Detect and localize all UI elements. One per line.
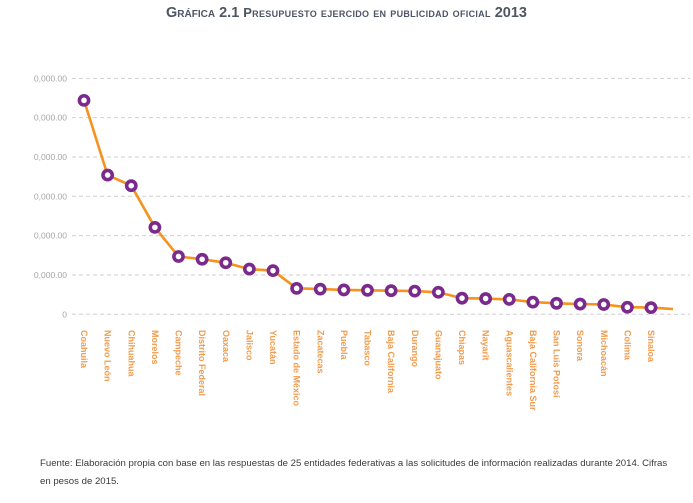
data-point-marker: [148, 220, 162, 234]
y-axis-tick-label: 0: [62, 309, 67, 319]
x-axis-category-label: Morelos: [150, 330, 160, 365]
data-point-marker: [172, 250, 185, 263]
x-axis-category-label: Nuevo León: [103, 330, 113, 382]
x-axis-category-label: San Luis Potosí: [552, 330, 562, 398]
x-axis-category-label: Durango: [410, 330, 420, 368]
x-axis-category-label: Jalisco: [244, 330, 254, 361]
y-axis-tick-label: 0,000.00: [34, 152, 67, 162]
y-axis-tick-label: 0,000.00: [34, 113, 67, 123]
x-axis-category-label: Yucatán: [268, 330, 278, 365]
y-axis-tick-label: 0,000.00: [34, 231, 67, 241]
x-axis-category-label: Estado de México: [292, 330, 302, 407]
data-point-marker: [124, 179, 138, 193]
x-axis-category-label: Chihuahua: [126, 330, 136, 377]
data-point-marker: [101, 168, 115, 182]
data-point-marker: [337, 283, 351, 297]
source-note: Fuente: Elaboración propia con base en l…: [40, 458, 668, 487]
x-axis-category-label: Aguascalientes: [504, 330, 514, 396]
data-point-marker: [597, 298, 611, 311]
x-axis-category-label: Colima: [622, 330, 632, 361]
chart-title-prefix: Gráfica 2.1: [166, 5, 240, 21]
x-axis-category-label: Nayarit: [481, 330, 491, 361]
x-axis-category-label: Puebla: [339, 330, 349, 361]
x-axis-category-label: Tabasco: [363, 330, 373, 366]
chart-title-year: 2013: [494, 5, 527, 21]
data-point-marker: [290, 281, 304, 295]
data-line: [82, 99, 674, 311]
x-axis-category-label: Chiapas: [457, 330, 467, 365]
data-point-marker: [361, 283, 374, 297]
x-axis-category-label: Coahuila: [79, 330, 89, 369]
y-axis-tick-label: 0,000.00: [34, 73, 67, 83]
x-axis-category-label: Zacatecas: [315, 330, 325, 374]
data-point-marker: [526, 295, 540, 309]
data-point-marker: [550, 296, 563, 310]
data-point-marker: [479, 292, 493, 305]
data-point-marker: [195, 252, 209, 266]
data-point-marker: [573, 297, 587, 311]
data-point-marker: [77, 93, 91, 107]
data-point-marker: [644, 301, 658, 315]
y-axis-tick-label: 0,000.00: [34, 191, 67, 201]
x-axis-category-label: Oaxaca: [221, 330, 231, 363]
x-axis-category-label: Michoacán: [599, 330, 609, 377]
data-point-marker: [313, 282, 327, 296]
data-point-marker: [219, 256, 233, 270]
x-axis-category-label: Guanajuato: [433, 330, 443, 380]
data-point-marker: [266, 264, 280, 278]
data-point-marker: [502, 292, 516, 306]
x-axis-category-label: Sinaloa: [646, 330, 656, 363]
data-point-marker: [384, 284, 398, 298]
data-point-marker: [242, 262, 256, 276]
x-axis-category-label: Baja California: [386, 330, 396, 394]
x-axis-category-label: Baja California Sur: [528, 330, 538, 411]
x-axis-category-label: Campeche: [174, 330, 184, 376]
x-axis-category-label: Distrito Federal: [197, 330, 207, 396]
chart-title-main: Presupuesto ejercido en publicidad ofici…: [243, 5, 491, 20]
data-point-marker: [620, 300, 634, 314]
y-axis-tick-label: 0,000.00: [34, 270, 67, 280]
x-axis-category-label: Sonora: [575, 330, 585, 362]
data-point-marker: [408, 284, 422, 298]
data-point-marker: [431, 285, 445, 299]
chart-title: Gráfica 2.1 Presupuesto ejercido en publ…: [0, 4, 693, 22]
data-point-marker: [455, 291, 469, 305]
